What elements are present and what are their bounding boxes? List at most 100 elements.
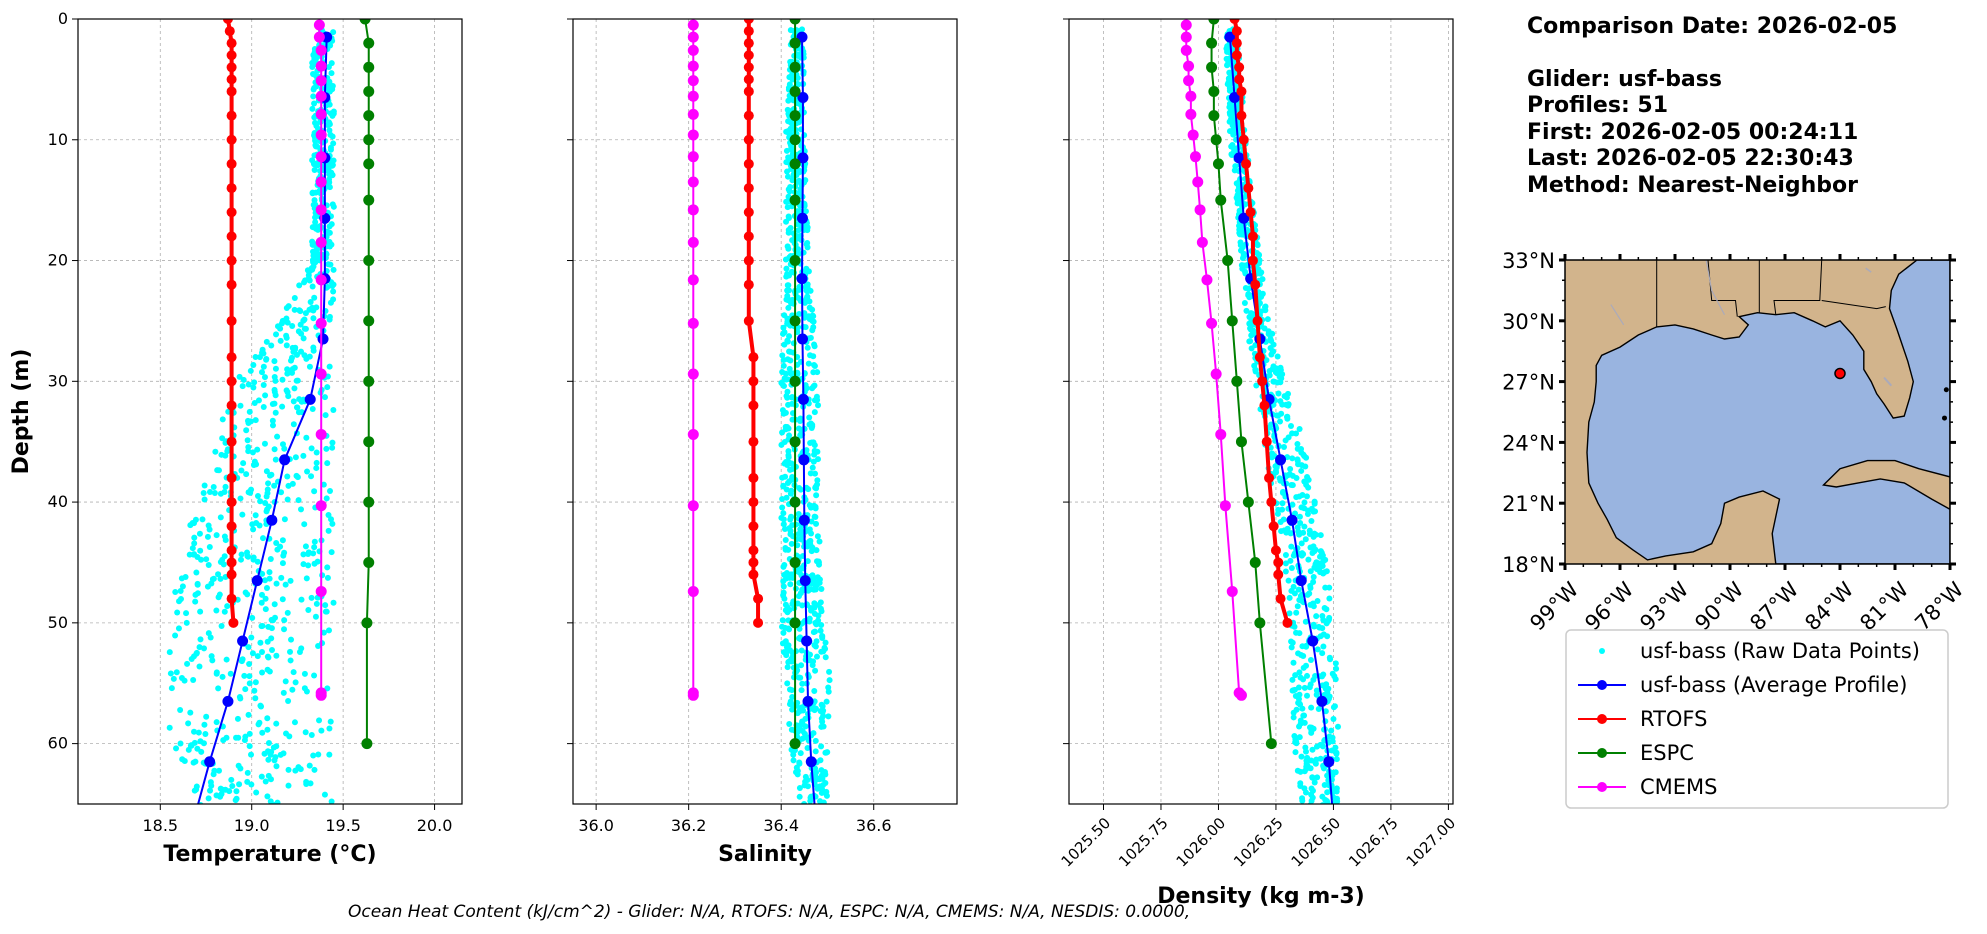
series-marker-espc (789, 194, 801, 206)
series-marker-usf-bass-average-profile- (1275, 454, 1287, 466)
raw-data-point (1324, 789, 1331, 796)
series-marker-rtofs (226, 62, 237, 73)
raw-data-point (786, 626, 793, 633)
series-marker-espc (1206, 37, 1218, 49)
raw-data-point (782, 473, 789, 480)
raw-data-point (192, 598, 199, 605)
raw-data-point (1304, 510, 1311, 517)
raw-data-point (779, 381, 786, 388)
raw-data-point (784, 243, 791, 250)
raw-data-point (288, 636, 295, 643)
raw-data-point (784, 479, 791, 486)
raw-data-point (1303, 481, 1310, 488)
raw-data-point (201, 645, 208, 652)
raw-data-point (1288, 481, 1295, 488)
series-marker-usf-bass-average-profile- (799, 575, 811, 587)
raw-data-point (811, 687, 818, 694)
series-marker-cmems (1196, 236, 1208, 248)
plot-area (166, 19, 375, 813)
raw-data-point (796, 169, 803, 176)
series-marker-rtofs (743, 315, 754, 326)
raw-data-point (1313, 687, 1320, 694)
raw-data-point (329, 439, 336, 446)
series-marker-rtofs (1261, 436, 1272, 447)
raw-data-point (262, 577, 269, 584)
raw-data-point (313, 449, 320, 456)
info-panel: Comparison Date: 2026-02-05 Glider: usf-… (1527, 14, 1897, 199)
raw-data-point (781, 438, 788, 445)
raw-data-point (813, 653, 820, 660)
raw-data-point (198, 556, 205, 563)
series-marker-cmems (1180, 44, 1192, 56)
series-marker-espc (789, 315, 801, 327)
raw-data-point (1228, 151, 1235, 158)
raw-data-point (271, 482, 278, 489)
series-marker-rtofs (1245, 207, 1256, 218)
raw-data-point (236, 694, 243, 701)
raw-data-point (1306, 806, 1312, 812)
raw-data-point (789, 473, 796, 480)
raw-data-point (312, 613, 319, 620)
raw-data-point (309, 406, 316, 413)
raw-data-point (785, 97, 792, 104)
raw-data-point (1319, 612, 1326, 619)
raw-data-point (795, 51, 802, 58)
raw-data-point (237, 402, 244, 409)
raw-data-point (1291, 733, 1298, 740)
series-marker-rtofs (753, 617, 764, 628)
raw-data-point (804, 558, 811, 565)
raw-data-point (1253, 249, 1260, 256)
raw-data-point (309, 224, 316, 231)
series-marker-cmems (687, 317, 699, 329)
series-marker-espc (1254, 617, 1266, 629)
raw-data-point (277, 751, 284, 758)
raw-data-point (291, 364, 298, 371)
raw-data-point (297, 308, 304, 315)
series-marker-cmems (687, 368, 699, 380)
raw-data-point (1295, 586, 1302, 593)
series-marker-espc (361, 617, 373, 629)
raw-data-point (1319, 562, 1326, 569)
raw-data-point (218, 807, 224, 813)
series-marker-espc (363, 436, 375, 448)
series-marker-espc (363, 85, 375, 97)
raw-data-point (281, 626, 288, 633)
raw-data-point (311, 166, 318, 173)
raw-data-point (1307, 656, 1314, 663)
state-border (1821, 300, 1886, 310)
raw-data-point (1311, 623, 1318, 630)
raw-data-point (1332, 744, 1339, 751)
interp-method: Method: Nearest-Neighbor (1527, 172, 1858, 198)
series-marker-rtofs (1231, 50, 1242, 61)
raw-data-point (1323, 568, 1330, 575)
raw-data-point (1323, 606, 1330, 613)
raw-data-point (786, 272, 793, 279)
raw-data-point (1282, 437, 1289, 444)
raw-data-point (1273, 412, 1280, 419)
x-axis-label: Temperature (°C) (163, 842, 376, 867)
series-marker-cmems (315, 500, 327, 512)
raw-data-point (290, 421, 297, 428)
raw-data-point (238, 551, 245, 558)
raw-data-point (1269, 366, 1276, 373)
raw-data-point (1320, 558, 1327, 565)
raw-data-point (246, 680, 253, 687)
raw-data-point (1322, 584, 1329, 591)
series-marker-espc (1212, 158, 1224, 170)
raw-data-point (279, 537, 286, 544)
raw-data-point (253, 789, 260, 796)
raw-data-point (819, 775, 826, 782)
raw-data-point (326, 229, 333, 236)
raw-data-point (303, 575, 310, 582)
raw-data-point (281, 445, 288, 452)
series-marker-espc (789, 556, 801, 568)
series-marker-espc (789, 738, 801, 750)
lat-tick-label: 27°N (1502, 371, 1555, 395)
raw-data-point (1294, 603, 1301, 610)
raw-data-point (1288, 644, 1295, 651)
raw-data-point (1251, 362, 1258, 369)
raw-data-point (282, 678, 289, 685)
raw-data-point (781, 329, 788, 336)
series-marker-cmems (315, 90, 327, 102)
raw-data-point (170, 675, 177, 682)
